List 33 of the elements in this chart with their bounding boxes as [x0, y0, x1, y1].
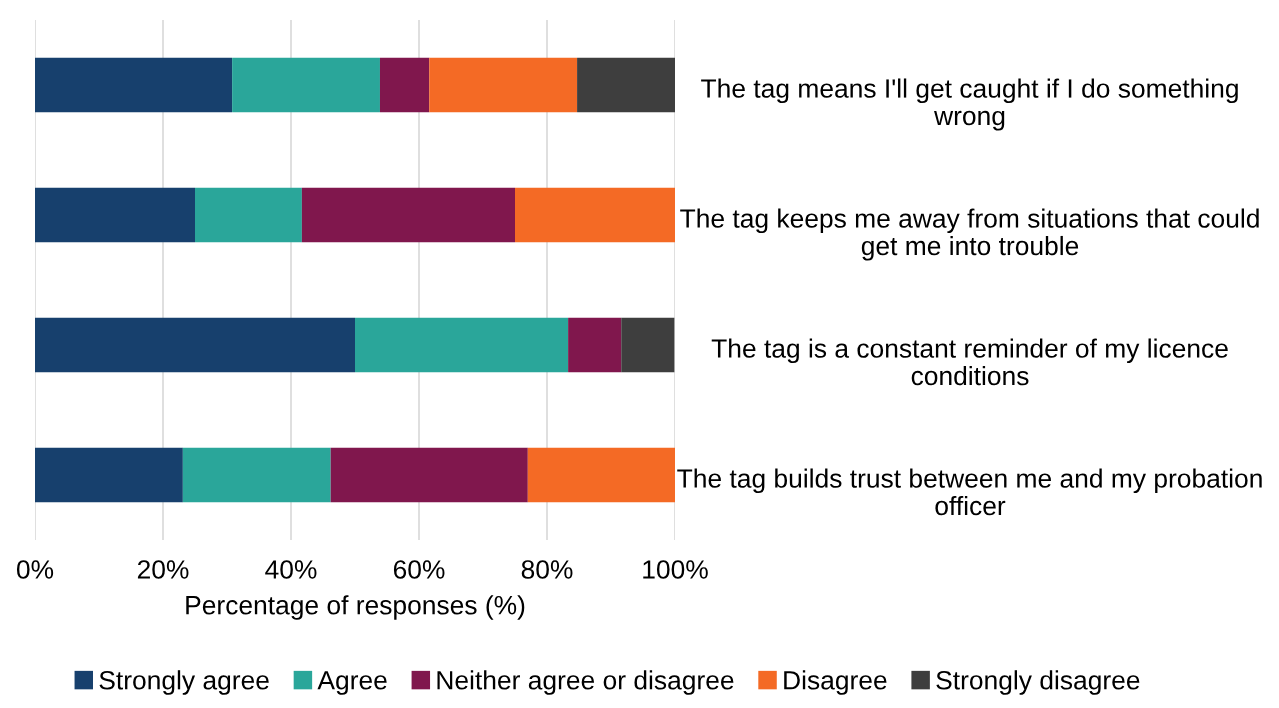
bar [527, 447, 675, 503]
bar [182, 447, 331, 503]
bar [568, 317, 622, 373]
x-tick-label: 100% [643, 560, 708, 579]
x-axis-title: Percentage of responses (%) [186, 595, 525, 620]
x-tick-label: 20% [137, 560, 189, 579]
legend-label: Neither agree or disagree [437, 670, 734, 695]
bar [195, 187, 302, 243]
bar [330, 447, 528, 503]
bar [35, 57, 233, 113]
bar [379, 57, 430, 113]
bar [35, 447, 183, 503]
legend-label: Strongly agree [99, 670, 269, 695]
bar [355, 317, 569, 373]
y-tick-label: The tag is a constant reminder of my licence conditions [711, 338, 1228, 386]
y-tick-label: The tag keeps me away from situations that could get me into trouble [680, 208, 1259, 261]
y-tick-label: The tag means I'll get caught if I do something wrong [701, 78, 1238, 131]
x-tick-label: 0% [16, 560, 54, 579]
legend-label: Strongly disagree [936, 670, 1140, 695]
legend-label: Agree [317, 671, 387, 695]
x-tick-label: 80% [521, 560, 573, 579]
bar [429, 57, 578, 113]
legend-label: Disagree [784, 670, 887, 695]
bar [515, 187, 675, 243]
bar [301, 187, 515, 243]
x-tick-label: 40% [265, 560, 317, 579]
bar [577, 57, 675, 113]
y-tick-label: The tag builds trust between me and my probation officer [677, 468, 1262, 516]
bar [35, 317, 355, 373]
x-tick-label: 60% [393, 560, 445, 579]
bar [35, 187, 195, 243]
bar [621, 317, 675, 373]
bar [232, 57, 380, 113]
